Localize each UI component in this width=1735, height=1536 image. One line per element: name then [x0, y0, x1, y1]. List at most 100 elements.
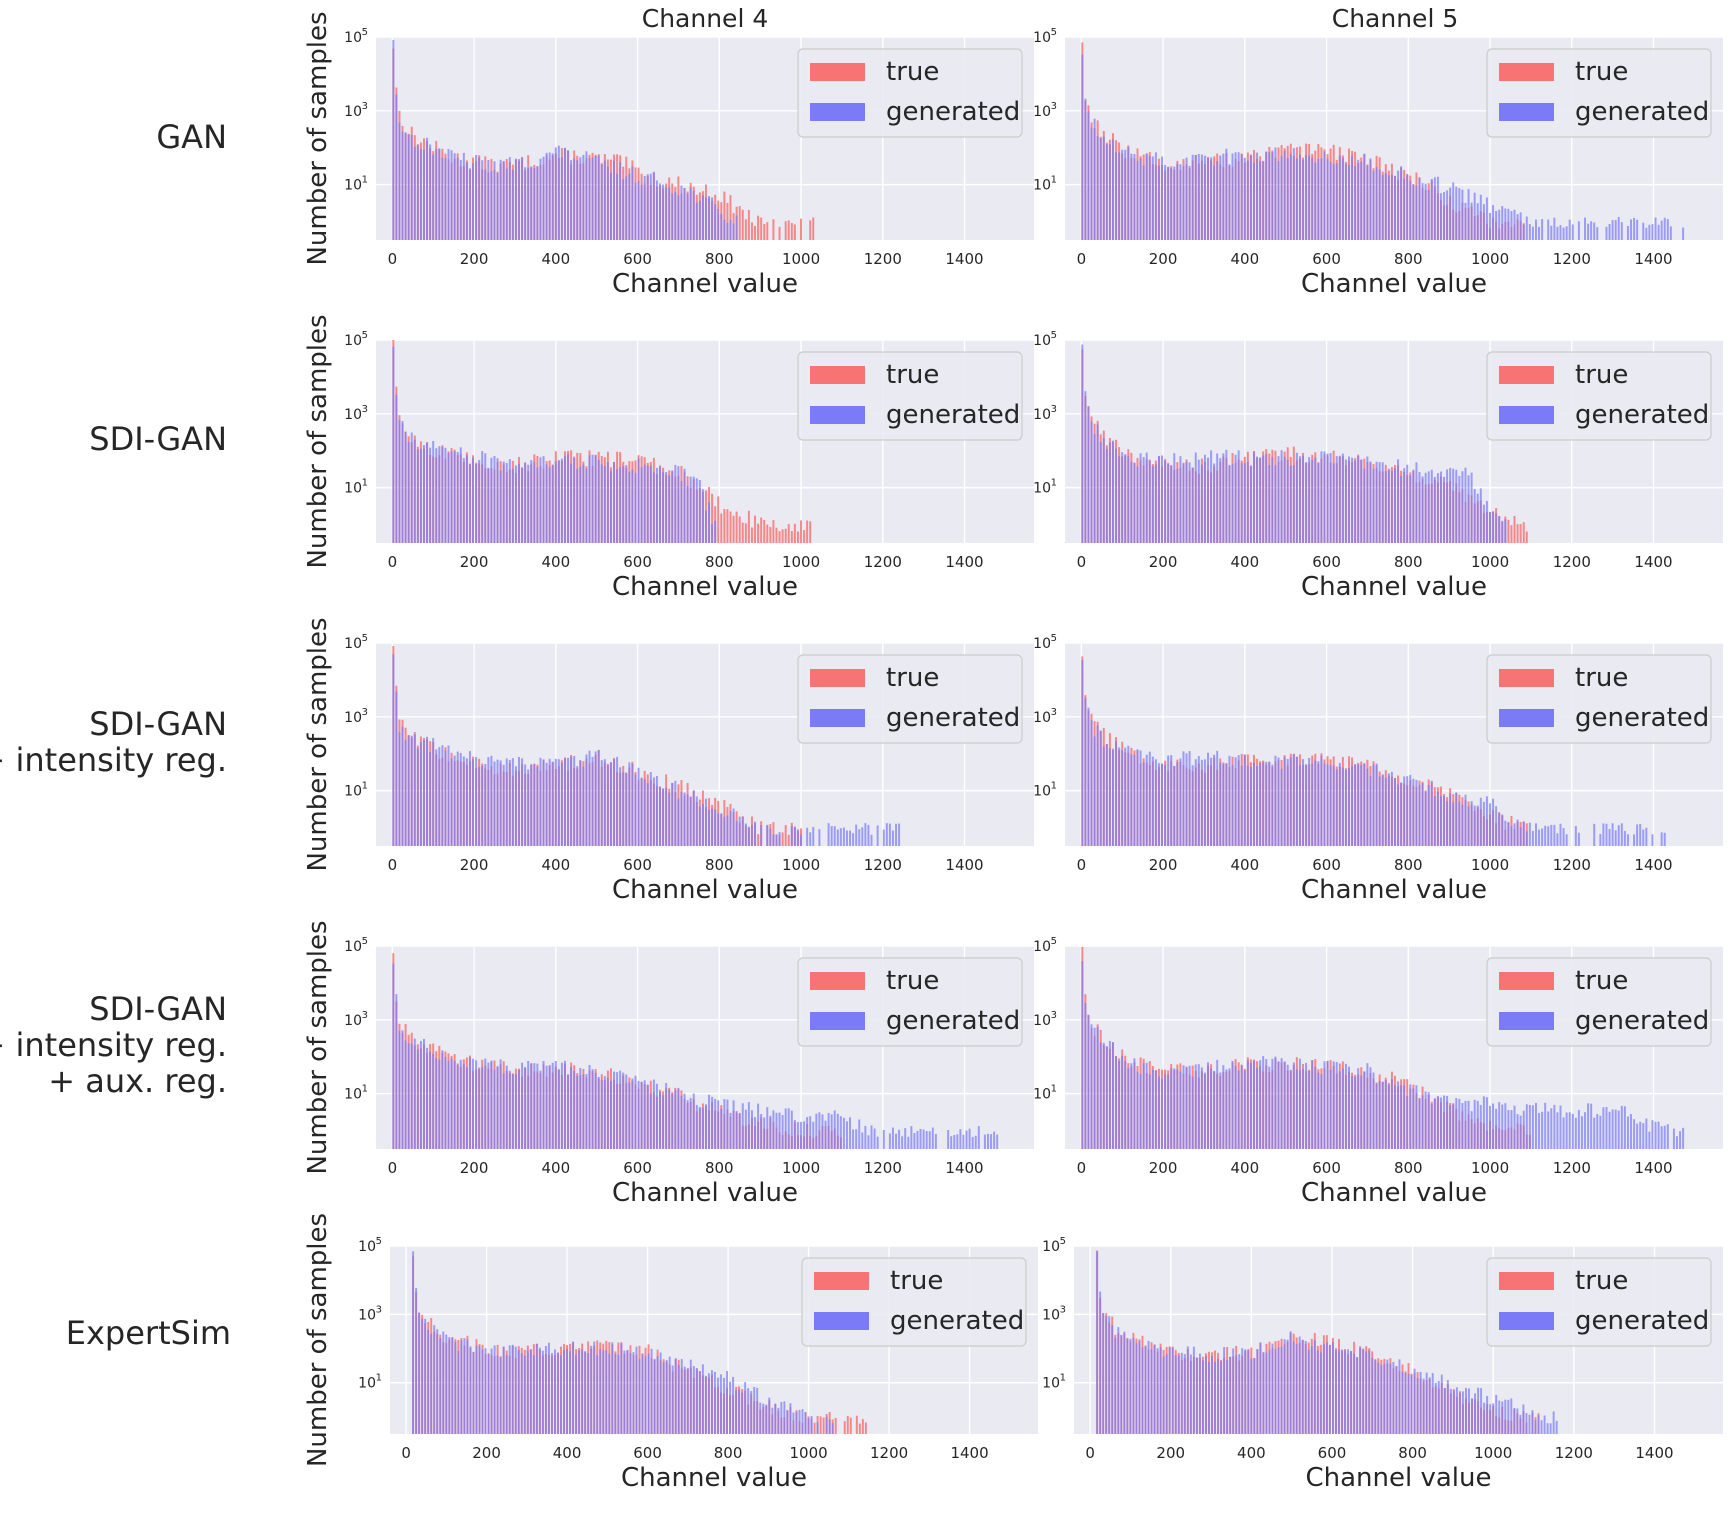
bar-true — [781, 529, 784, 543]
bar-generated — [1316, 1350, 1319, 1434]
bar-generated — [418, 1312, 421, 1434]
bar-generated — [518, 463, 520, 543]
bar-generated — [796, 1122, 799, 1149]
x-tick-label: 400 — [542, 553, 571, 571]
bar-generated — [392, 963, 395, 1149]
bar-generated — [1234, 757, 1237, 846]
bar-generated — [1433, 1098, 1436, 1149]
bar-generated — [1338, 455, 1341, 543]
bar-generated — [1308, 155, 1311, 240]
bar-generated — [1409, 475, 1412, 543]
bar-generated — [768, 1397, 771, 1434]
bar-generated — [616, 468, 619, 543]
bar-generated — [456, 452, 459, 543]
bar-generated — [1394, 778, 1396, 846]
bar-generated — [1427, 785, 1430, 846]
bar-generated — [1265, 1059, 1268, 1149]
bar-generated — [723, 1377, 725, 1434]
bar-generated — [1351, 156, 1354, 240]
bar-generated — [1176, 762, 1179, 846]
bar-generated — [1344, 769, 1347, 846]
bar-generated — [1663, 1125, 1666, 1149]
bar-generated — [1611, 220, 1614, 240]
bar-generated — [487, 1062, 490, 1149]
bar-generated — [1439, 795, 1442, 846]
bar-generated — [1210, 1068, 1213, 1149]
bar-generated — [1470, 1111, 1473, 1149]
bar-generated — [861, 1132, 864, 1149]
bar-generated — [1112, 750, 1114, 846]
bar-generated — [732, 1100, 735, 1149]
x-tick-label: 1000 — [789, 1444, 827, 1462]
x-tick-label: 600 — [633, 1444, 662, 1462]
bar-true — [726, 509, 729, 543]
bar-generated — [1302, 759, 1305, 846]
bar-generated — [827, 1113, 830, 1149]
bar-generated — [1139, 158, 1142, 240]
bar-true — [809, 521, 812, 543]
bar-generated — [983, 1134, 986, 1149]
bar-generated — [597, 459, 600, 543]
bar-generated — [1099, 1042, 1102, 1149]
bar-generated — [849, 830, 852, 846]
bar-generated — [1513, 209, 1516, 240]
bar-generated — [441, 157, 444, 240]
bar-generated — [677, 1087, 680, 1149]
bar-generated — [1363, 763, 1366, 846]
bar-generated — [505, 168, 508, 240]
bar-generated — [1516, 819, 1519, 846]
bar-generated — [606, 765, 609, 846]
bar-generated — [594, 455, 597, 543]
bar-generated — [804, 1412, 807, 1434]
bar-generated — [640, 1081, 643, 1149]
x-tick-label: 1400 — [1634, 856, 1672, 874]
bar-generated — [1436, 1096, 1439, 1149]
bar-generated — [1479, 1104, 1482, 1149]
bar-generated — [1495, 210, 1498, 240]
bar-generated — [953, 1135, 956, 1149]
bar-generated — [1121, 149, 1124, 240]
bar-generated — [1357, 764, 1360, 846]
bar-generated — [1636, 219, 1639, 240]
x-tick-label: 600 — [1318, 1444, 1347, 1462]
bar-generated — [1357, 455, 1360, 543]
bar-generated — [524, 1067, 527, 1149]
bar-generated — [620, 1343, 623, 1434]
bar-generated — [1148, 156, 1151, 240]
bar-generated — [1108, 442, 1111, 543]
bar-generated — [560, 762, 563, 846]
bar-generated — [487, 160, 490, 240]
bar-generated — [689, 1098, 692, 1149]
bar-true — [812, 217, 815, 240]
bar-generated — [1180, 1352, 1183, 1434]
bar-generated — [533, 167, 536, 240]
bar-generated — [631, 763, 634, 846]
x-tick-label: 800 — [1394, 553, 1423, 571]
bar-true — [800, 520, 802, 543]
bar-generated — [677, 798, 680, 846]
bar-generated — [1164, 165, 1167, 240]
bar-generated — [757, 1103, 760, 1149]
bar-generated — [947, 1129, 950, 1149]
bar-generated — [1486, 1395, 1489, 1434]
bar-generated — [882, 829, 885, 846]
bar-generated — [1541, 1111, 1544, 1149]
bar-generated — [695, 478, 698, 543]
bar-generated — [1182, 751, 1185, 846]
bar-generated — [798, 1409, 801, 1434]
bar-generated — [1507, 1399, 1510, 1434]
bar-generated — [1636, 824, 1639, 846]
bar-generated — [1231, 764, 1234, 846]
bar-generated — [1120, 1334, 1123, 1434]
x-tick-label: 1400 — [945, 856, 983, 874]
bar-generated — [1434, 1382, 1437, 1434]
bar-generated — [1476, 203, 1479, 240]
bar-generated — [1283, 756, 1286, 846]
bar-generated — [1124, 149, 1127, 240]
bar-generated — [542, 759, 545, 846]
bar-generated — [701, 803, 704, 846]
